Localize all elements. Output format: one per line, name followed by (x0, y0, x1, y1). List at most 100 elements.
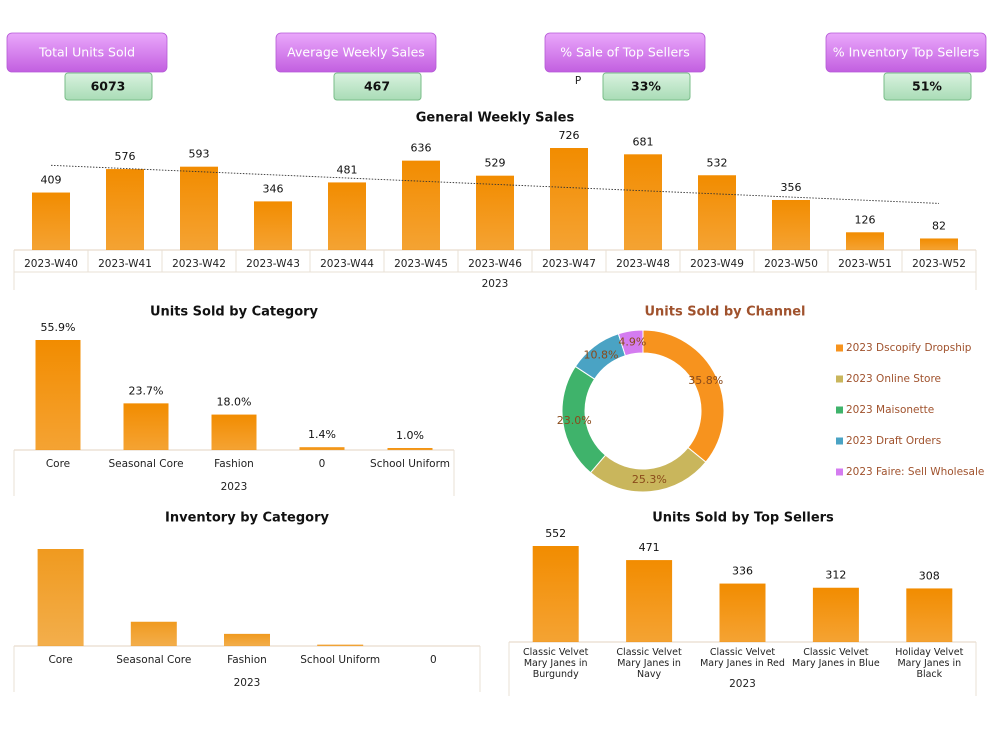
x-tick-label: School Uniform (300, 654, 380, 666)
x-tick-label: Classic Velvet Mary Janes in Red (700, 647, 785, 669)
x-tick-label: 2023-W45 (394, 258, 448, 270)
x-tick-label: 2023-W48 (616, 258, 670, 270)
kpi-value-box (333, 72, 422, 101)
data-label: 55.9% (41, 321, 76, 334)
bar (624, 154, 662, 250)
data-label: 126 (855, 213, 876, 226)
x-tick-label: 2023-W43 (246, 258, 300, 270)
data-label: 346 (263, 182, 284, 195)
bar (317, 644, 364, 646)
data-label: 18.0% (217, 396, 252, 409)
x-tick-label: 0 (319, 458, 326, 470)
x-tick-label: 2023-W41 (98, 258, 152, 270)
x-tick-label: 2023-W46 (468, 258, 522, 270)
data-label: 636 (411, 142, 432, 155)
chart-title: Inventory by Category (165, 511, 329, 526)
data-label: 312 (825, 569, 846, 582)
bar (211, 414, 257, 450)
x-tick-label: 2023-W52 (912, 258, 966, 270)
bar (846, 232, 884, 250)
x-tick-label: 2023-W42 (172, 258, 226, 270)
data-label: 593 (189, 148, 210, 161)
bar (906, 588, 953, 642)
donut-slice (642, 329, 725, 463)
bar (123, 403, 169, 450)
kpi-card (544, 32, 706, 73)
legend-swatch (836, 468, 843, 476)
kpi-value-box (64, 72, 153, 101)
data-label: 10.8% (584, 349, 619, 362)
x-tick-label: 0 (430, 654, 437, 666)
kpi-value: 51% (912, 79, 942, 94)
bar (32, 192, 70, 250)
data-label: 308 (919, 569, 940, 582)
kpi-value-box (883, 72, 972, 101)
kpi-value: 6073 (91, 79, 126, 94)
kpi-card (6, 32, 168, 73)
trendline (50, 164, 940, 204)
kpi-card (825, 32, 987, 73)
bar (920, 238, 958, 250)
bar (130, 621, 177, 646)
bar (387, 448, 433, 450)
x-tick-label: 2023-W50 (764, 258, 818, 270)
x-tick-label: Classic Velvet Mary Janes in Burgundy (523, 647, 589, 680)
kpi-note: P (575, 75, 581, 87)
data-label: 529 (485, 157, 506, 170)
bar (532, 546, 579, 642)
data-label: 481 (337, 163, 358, 176)
kpi-value: 33% (631, 79, 661, 94)
x-tick-label-box: Classic Velvet Mary Janes in Burgundy (523, 647, 589, 680)
kpi-label: % Inventory Top Sellers (833, 45, 980, 60)
kpi-label: Total Units Sold (38, 45, 135, 60)
bar (626, 560, 673, 642)
x-tick-label: Fashion (214, 458, 254, 470)
legend-label: 2023 Dscopify Dropship (846, 342, 972, 354)
kpi-card (275, 32, 437, 73)
x-tick-label: Classic Velvet Mary Janes in Navy (616, 647, 682, 680)
x-tick-label: 2023-W49 (690, 258, 744, 270)
x-tick-label: 2023-W40 (24, 258, 78, 270)
legend-swatch (836, 375, 843, 383)
data-label: 82 (932, 219, 946, 232)
x-axis-title: 2023 (482, 278, 509, 290)
x-axis-title: 2023 (234, 677, 261, 689)
legend-label: 2023 Faire: Sell Wholesale (846, 466, 984, 478)
kpi-label: Average Weekly Sales (287, 45, 425, 60)
data-label: 726 (559, 129, 580, 142)
bar (224, 633, 270, 646)
bar (35, 340, 81, 450)
x-axis-title: 2023 (221, 481, 248, 493)
x-tick-label: Core (48, 654, 72, 666)
chart-title: General Weekly Sales (416, 111, 575, 126)
bar (299, 447, 345, 450)
data-label: 552 (545, 527, 566, 540)
data-label: 23.0% (557, 414, 592, 427)
bar (106, 169, 144, 250)
legend-swatch (836, 406, 843, 414)
bar (550, 148, 588, 250)
kpi-label: % Sale of Top Sellers (560, 45, 690, 60)
data-label: 4.9% (618, 335, 646, 348)
kpi-value: 467 (364, 79, 390, 94)
x-tick-label: Holiday Velvet Mary Janes in Black (895, 647, 964, 680)
bar (37, 549, 84, 646)
x-tick-label: 2023-W44 (320, 258, 374, 270)
bar (812, 587, 859, 642)
x-tick-label: Fashion (227, 654, 267, 666)
x-tick-label: 2023-W47 (542, 258, 596, 270)
chart-title: Units Sold by Category (150, 305, 319, 320)
x-tick-label: Classic Velvet Mary Janes in Blue (792, 647, 880, 669)
bar (719, 583, 766, 642)
donut-slice (617, 329, 644, 357)
legend-swatch (836, 437, 843, 445)
data-label: 1.0% (396, 429, 424, 442)
data-label: 576 (115, 150, 136, 163)
x-tick-label-box: Holiday Velvet Mary Janes in Black (895, 647, 964, 680)
legend-label: 2023 Maisonette (846, 404, 934, 416)
data-label: 25.3% (632, 473, 667, 486)
bar (180, 166, 218, 250)
data-label: 356 (781, 181, 802, 194)
data-label: 23.7% (129, 384, 164, 397)
